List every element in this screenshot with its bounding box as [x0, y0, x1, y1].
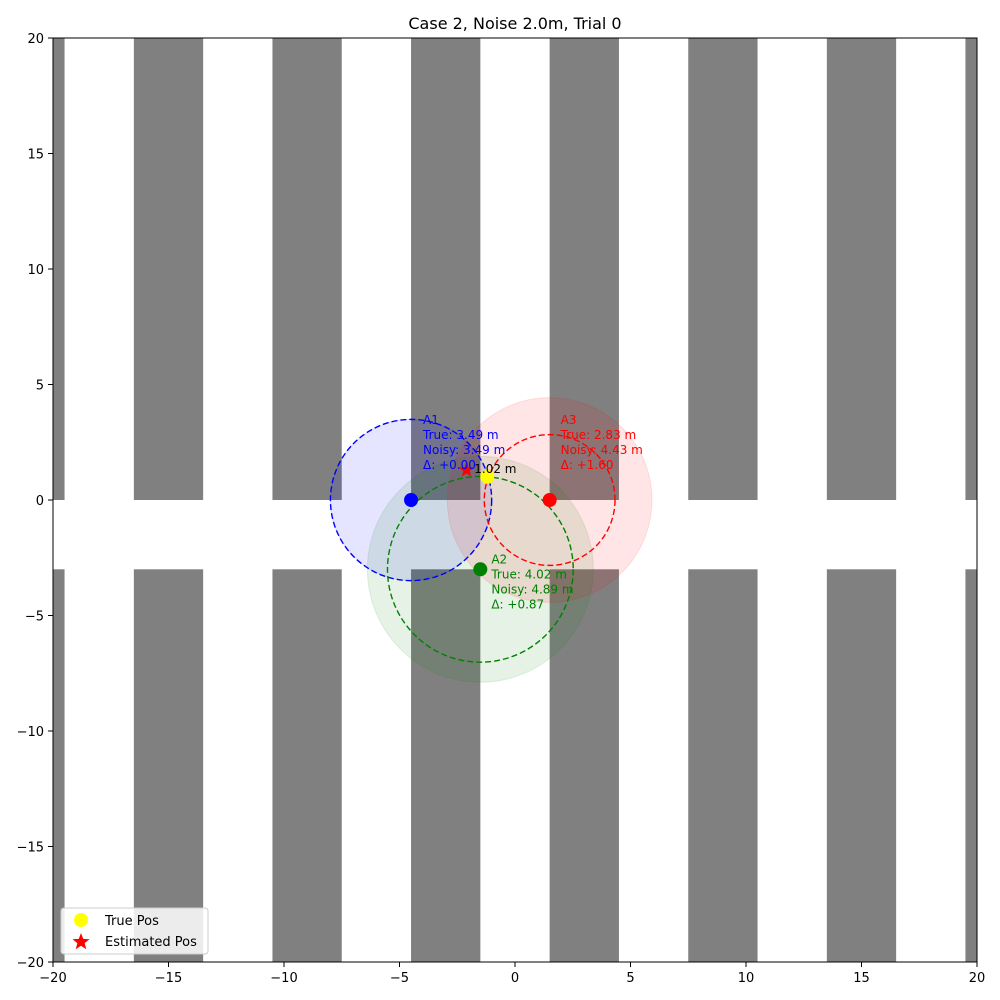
anchor-a1-label-line-3: Δ: +0.00 — [423, 458, 476, 472]
estimated-position-marker — [458, 461, 475, 477]
anchor-marker-a2 — [473, 562, 488, 577]
y-tick-label-1: −15 — [17, 841, 44, 856]
anchor-a2-label-line-1: True: 4.02 m — [490, 567, 567, 581]
anchor-a3-label-line-1: True: 2.83 m — [560, 428, 637, 442]
building-block-lower-3 — [411, 569, 481, 962]
legend: True Pos Estimated Pos — [60, 907, 209, 955]
building-block-lower-7 — [965, 569, 977, 962]
building-block-lower-2 — [272, 569, 342, 962]
y-tick-label-6: 10 — [27, 263, 44, 278]
x-tick-label-2: −10 — [270, 971, 297, 986]
y-tick-label-7: 15 — [27, 148, 44, 163]
y-tick-label-4: 0 — [36, 494, 44, 509]
legend-marker-estimated-pos — [72, 933, 90, 950]
error-distance-label: 1.02 m — [474, 462, 516, 476]
anchor-marker-a1 — [404, 493, 419, 507]
building-block-lower-0 — [53, 569, 65, 962]
building-block-upper-7 — [965, 38, 977, 500]
building-block-upper-5 — [688, 38, 758, 500]
true-range-circle-a3 — [483, 433, 616, 567]
anchor-a3-label-line-3: Δ: +1.60 — [561, 458, 614, 472]
x-tick-label-7: 15 — [853, 971, 870, 986]
building-block-upper-2 — [272, 38, 342, 500]
x-tick-label-6: 10 — [738, 971, 755, 986]
building-block-lower-5 — [688, 569, 758, 962]
building-block-upper-1 — [133, 38, 204, 500]
y-tick-label-2: −10 — [17, 725, 44, 740]
x-tick-label-8: 20 — [969, 971, 986, 986]
true-range-circle-a1 — [329, 418, 493, 582]
y-tick-label-0: −20 — [17, 956, 44, 971]
building-block-upper-3 — [411, 38, 481, 500]
building-block-upper-6 — [826, 38, 897, 500]
building-block-upper-4 — [549, 38, 619, 500]
legend-box — [60, 907, 209, 955]
y-tick-label-8: 20 — [27, 32, 44, 47]
legend-marker-true-pos — [74, 913, 88, 927]
y-tick-label-3: −5 — [25, 610, 44, 625]
x-tick-label-0: −20 — [39, 971, 66, 986]
anchor-a3-label-line-2: Noisy: 4.43 m — [561, 443, 643, 457]
building-block-lower-1 — [133, 569, 204, 962]
anchor-a2-label-line-2: Noisy: 4.89 m — [491, 582, 573, 596]
anchor-marker-a3 — [542, 493, 557, 507]
y-tick-label-5: 5 — [36, 379, 44, 394]
anchor-a1-label-line-1: True: 3.49 m — [422, 428, 499, 442]
x-tick-label-3: −5 — [390, 971, 409, 986]
building-block-lower-4 — [549, 569, 619, 962]
building-block-lower-6 — [826, 569, 897, 962]
anchor-a1-label-line-0: A1 — [423, 413, 439, 427]
x-tick-label-5: 5 — [626, 971, 634, 986]
legend-label-1: Estimated Pos — [105, 935, 197, 950]
x-tick-label-4: 0 — [511, 971, 519, 986]
true-position-marker — [480, 469, 495, 484]
axes: −20 −15 −10 −5 0 5 10 15 20 −20 −15 −10 −5 0 5 10 15 20 — [17, 32, 986, 986]
anchor-a2-label-line-3: Δ: +0.87 — [491, 597, 544, 611]
anchor-a1-label-line-2: Noisy: 3.49 m — [423, 443, 505, 457]
building-block-upper-0 — [53, 38, 65, 500]
anchor-a2-label-line-0: A2 — [491, 552, 507, 566]
x-tick-label-1: −15 — [155, 971, 182, 986]
chart-title: Case 2, Noise 2.0m, Trial 0 — [408, 14, 621, 33]
legend-label-0: True Pos — [104, 914, 159, 929]
anchor-a3-label-line-0: A3 — [561, 413, 577, 427]
